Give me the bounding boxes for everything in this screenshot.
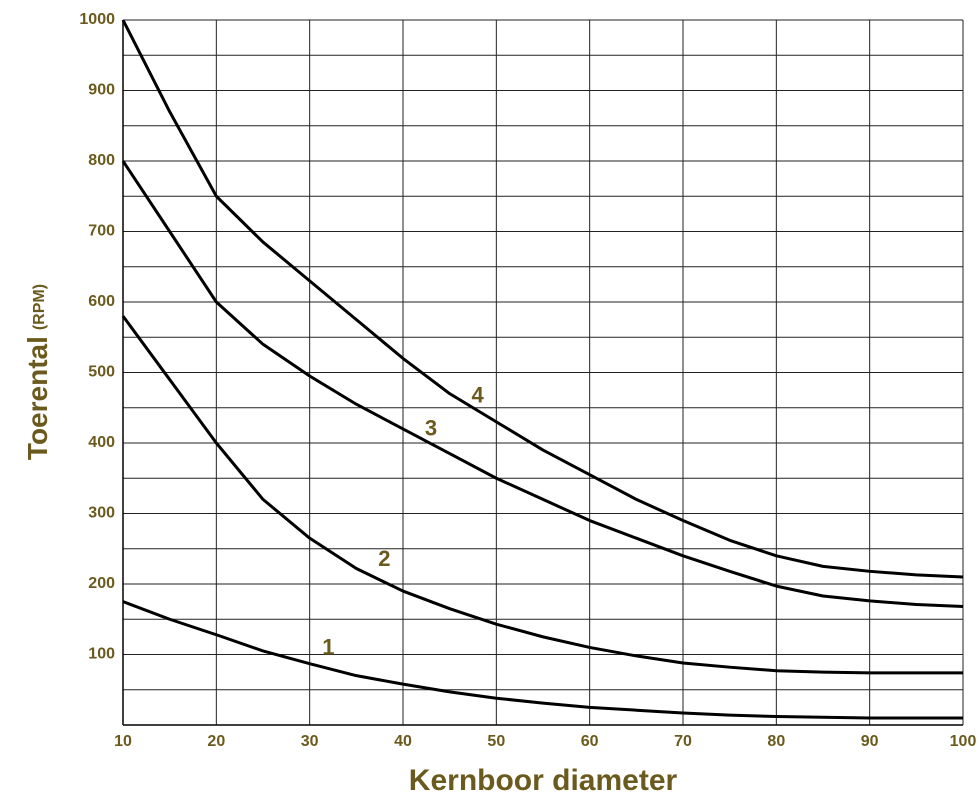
x-tick-label: 40 [394, 733, 412, 750]
x-tick-label: 20 [207, 733, 225, 750]
series-label: 4 [472, 382, 485, 407]
x-tick-label: 100 [950, 733, 977, 750]
y-tick-label: 600 [88, 293, 115, 310]
y-tick-label: 900 [88, 82, 115, 99]
y-tick-label: 200 [88, 575, 115, 592]
x-tick-label: 50 [487, 733, 505, 750]
x-tick-label: 30 [301, 733, 319, 750]
x-tick-label: 10 [114, 733, 132, 750]
y-tick-label: 300 [88, 505, 115, 522]
y-axis-label: Toerental (RPM) [22, 284, 53, 460]
x-tick-label: 90 [861, 733, 879, 750]
x-tick-label: 70 [674, 733, 692, 750]
y-tick-label: 800 [88, 152, 115, 169]
y-tick-label: 400 [88, 434, 115, 451]
line-series [122, 600, 963, 720]
y-axis-unit: (RPM) [31, 284, 48, 330]
line-series [121, 160, 964, 609]
y-tick-label: 500 [88, 364, 115, 381]
x-tick-label: 80 [767, 733, 785, 750]
y-axis-label-text: Toerental [22, 336, 53, 460]
x-tick-label: 60 [581, 733, 599, 750]
line-series [121, 19, 964, 579]
y-tick-label: 1000 [79, 11, 115, 28]
series-label: 1 [322, 634, 334, 659]
line-series [121, 315, 963, 675]
series-label: 3 [425, 416, 437, 441]
x-axis-label: Kernboor diameter [409, 764, 678, 797]
y-tick-label: 700 [88, 223, 115, 240]
series-label: 2 [378, 546, 390, 571]
y-tick-label: 100 [88, 646, 115, 663]
